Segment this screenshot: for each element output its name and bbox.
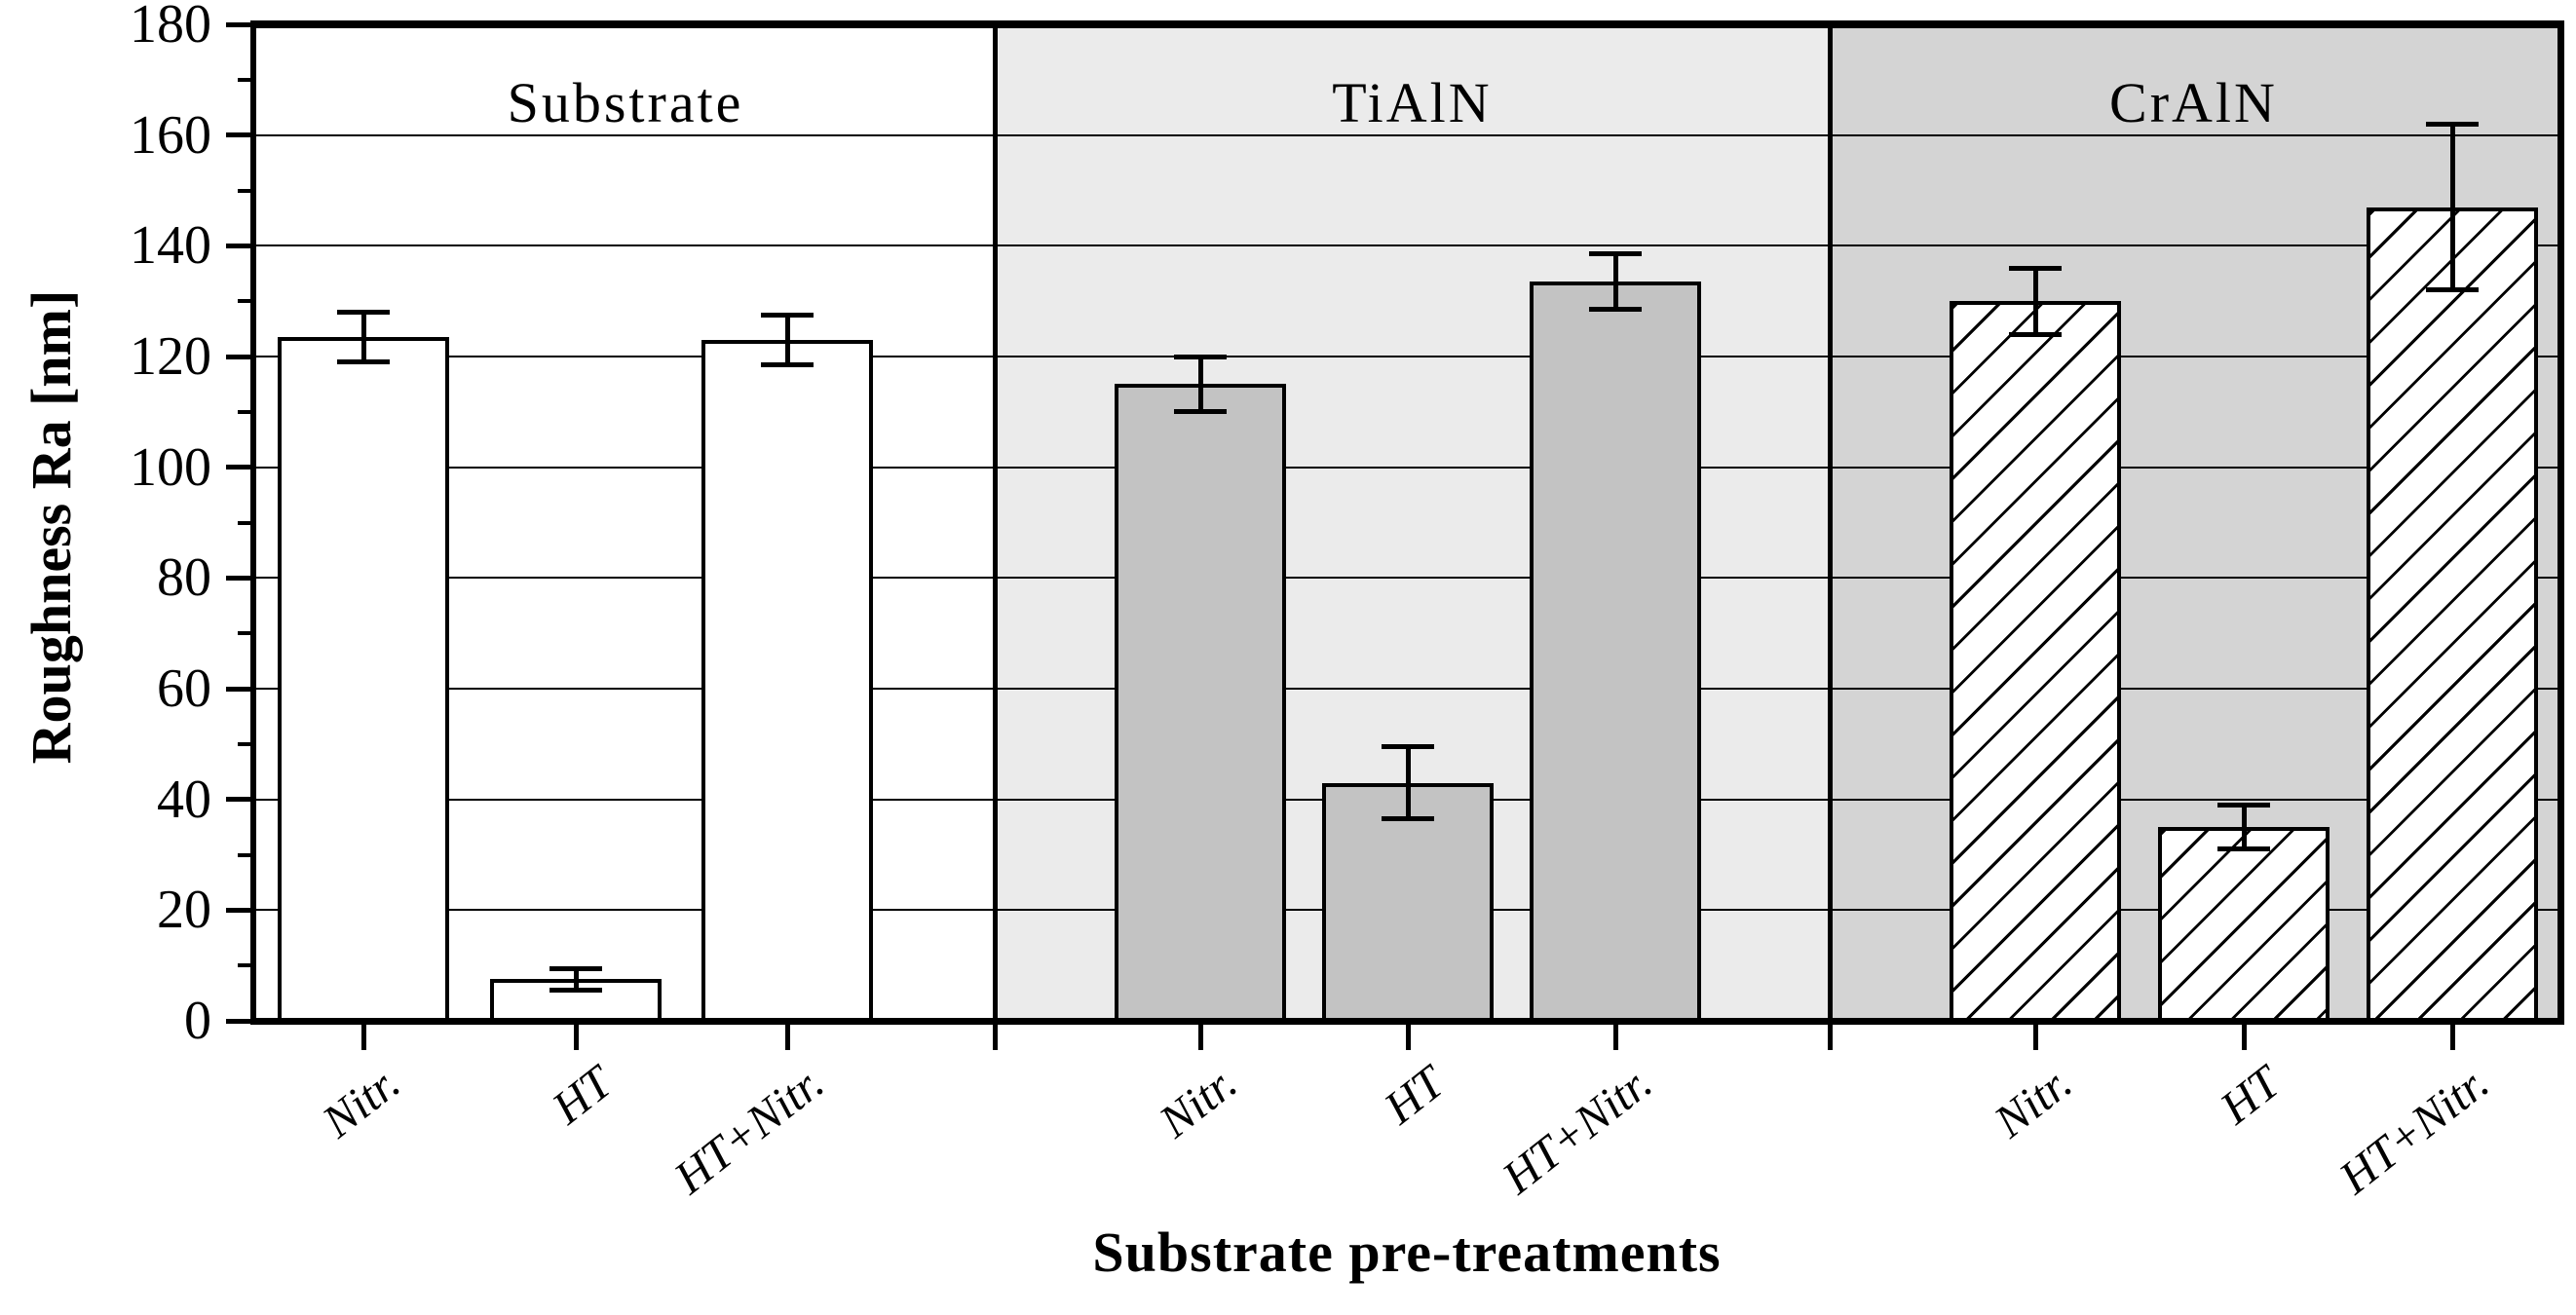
- y-tick-label: 60: [157, 658, 211, 719]
- bar: [1530, 282, 1701, 1025]
- bar: [1115, 384, 1286, 1025]
- error-cap: [337, 359, 390, 365]
- y-gridline: [256, 688, 2557, 690]
- error-bar: [2241, 805, 2247, 849]
- bar: [1950, 301, 2121, 1025]
- y-tick-label: 100: [130, 436, 211, 498]
- y-minor-tick: [238, 409, 253, 414]
- error-cap: [2217, 846, 2270, 852]
- y-major-tick: [226, 465, 253, 470]
- y-minor-tick: [238, 77, 253, 82]
- x-tick: [2032, 1021, 2038, 1050]
- bar: [278, 337, 449, 1025]
- y-tick-label: 40: [157, 769, 211, 830]
- y-minor-tick: [238, 520, 253, 525]
- y-tick-label: 0: [184, 991, 211, 1051]
- x-boundary-tick: [1827, 1021, 1833, 1050]
- y-major-tick: [226, 1018, 253, 1024]
- error-cap: [549, 988, 602, 994]
- error-cap: [1382, 816, 1434, 822]
- error-cap: [761, 312, 814, 318]
- error-cap: [2426, 121, 2479, 127]
- error-bar: [784, 315, 790, 365]
- y-tick-label: 160: [130, 104, 211, 166]
- y-major-tick: [226, 575, 253, 581]
- y-minor-tick: [238, 852, 253, 857]
- error-cap: [1174, 409, 1227, 415]
- y-major-tick: [226, 907, 253, 913]
- error-cap: [761, 362, 814, 368]
- axis-spine-bottom: [250, 1018, 2564, 1025]
- error-bar: [2449, 124, 2455, 290]
- axis-spine-top: [250, 20, 2564, 28]
- error-cap: [1174, 354, 1227, 359]
- y-minor-tick: [238, 963, 253, 968]
- y-major-tick: [226, 132, 253, 138]
- bar: [2158, 827, 2330, 1025]
- y-tick-label: 20: [157, 880, 211, 941]
- x-tick: [1612, 1021, 1618, 1050]
- error-cap: [2217, 802, 2270, 808]
- plot-area: Substrate TiAlN CrAlN 0 20 40 60 80 100 120 140 160…: [130, 0, 2564, 1204]
- x-tick: [1405, 1021, 1411, 1050]
- error-bar: [1197, 357, 1203, 412]
- bar: [2367, 207, 2538, 1025]
- y-minor-tick: [238, 188, 253, 193]
- y-gridline: [256, 244, 2557, 247]
- y-major-tick: [226, 797, 253, 803]
- y-gridline: [256, 577, 2557, 580]
- x-tick: [360, 1021, 366, 1050]
- y-minor-tick: [238, 631, 253, 636]
- error-bar: [360, 312, 366, 362]
- x-tick: [2241, 1021, 2247, 1050]
- error-bar: [1405, 746, 1411, 819]
- y-gridline: [256, 133, 2557, 136]
- x-tick: [2449, 1021, 2455, 1050]
- error-cap: [1382, 744, 1434, 750]
- panel-divider: [992, 24, 998, 1021]
- y-tick-label: 180: [130, 0, 211, 55]
- y-minor-tick: [238, 299, 253, 304]
- bar: [701, 339, 873, 1025]
- error-cap: [2426, 287, 2479, 293]
- y-major-tick: [226, 243, 253, 248]
- x-axis-title: Substrate pre-treatments: [1092, 1221, 1722, 1284]
- y-major-tick: [226, 686, 253, 692]
- panel-title: TiAlN: [1332, 70, 1493, 134]
- x-boundary-tick: [992, 1021, 998, 1050]
- axis-spine-left: [250, 20, 256, 1025]
- y-major-tick: [226, 21, 253, 27]
- x-tick: [573, 1021, 579, 1050]
- y-major-tick: [226, 354, 253, 359]
- x-tick: [784, 1021, 790, 1050]
- error-bar: [2032, 268, 2038, 335]
- error-cap: [1589, 307, 1642, 313]
- error-bar: [1612, 253, 1618, 310]
- y-minor-tick: [238, 741, 253, 746]
- panel-divider: [1827, 24, 1833, 1021]
- panel-title: Substrate: [507, 70, 744, 134]
- error-cap: [337, 310, 390, 316]
- y-tick-label: 80: [157, 547, 211, 609]
- y-tick-label: 140: [130, 215, 211, 277]
- error-cap: [2009, 331, 2062, 337]
- panel-title: CrAlN: [2109, 70, 2278, 134]
- error-cap: [1589, 251, 1642, 257]
- error-cap: [549, 965, 602, 971]
- axis-spine-right: [2557, 20, 2564, 1025]
- y-gridline: [256, 356, 2557, 357]
- y-gridline: [256, 466, 2557, 469]
- y-axis-title: Roughness Ra [nm]: [19, 289, 83, 765]
- error-bar: [573, 968, 579, 991]
- x-tick: [1197, 1021, 1203, 1050]
- y-tick-label: 120: [130, 326, 211, 387]
- error-cap: [2009, 265, 2062, 271]
